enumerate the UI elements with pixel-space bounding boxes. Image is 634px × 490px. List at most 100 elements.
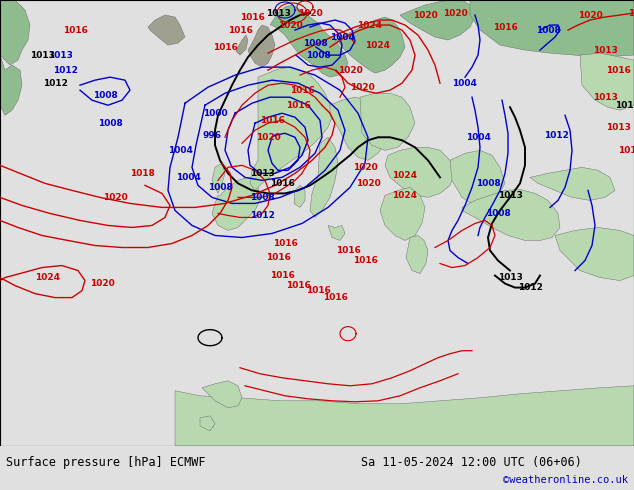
Text: 1016: 1016 xyxy=(259,116,285,125)
Text: 1016: 1016 xyxy=(618,146,634,155)
Text: 1013: 1013 xyxy=(48,50,72,60)
Text: 1000: 1000 xyxy=(203,109,228,118)
Text: 1016: 1016 xyxy=(63,25,87,35)
Text: 1008: 1008 xyxy=(306,50,330,60)
Text: ©weatheronline.co.uk: ©weatheronline.co.uk xyxy=(503,475,628,485)
Text: 1020: 1020 xyxy=(356,179,380,188)
Text: 1004: 1004 xyxy=(176,173,200,182)
Text: 1016: 1016 xyxy=(285,281,311,290)
Text: 1008: 1008 xyxy=(250,193,275,202)
Text: 1020: 1020 xyxy=(297,8,322,18)
Text: 1008: 1008 xyxy=(207,183,233,192)
Text: 1013: 1013 xyxy=(250,169,275,178)
Text: 1013: 1013 xyxy=(266,8,290,18)
Text: 1013: 1013 xyxy=(605,123,630,132)
Text: 1016: 1016 xyxy=(269,179,294,188)
Polygon shape xyxy=(385,147,455,197)
Polygon shape xyxy=(200,416,215,431)
Polygon shape xyxy=(335,17,405,73)
Polygon shape xyxy=(470,0,634,57)
Text: 1013: 1013 xyxy=(498,273,522,282)
Text: 1008: 1008 xyxy=(486,209,510,218)
Text: 1008: 1008 xyxy=(98,119,122,128)
Text: 101: 101 xyxy=(616,101,634,110)
Text: 1016: 1016 xyxy=(212,43,238,51)
Text: 1008: 1008 xyxy=(93,91,117,99)
Text: 1020: 1020 xyxy=(349,83,374,92)
Text: 1008: 1008 xyxy=(302,39,327,48)
Polygon shape xyxy=(555,227,634,281)
Text: 1020: 1020 xyxy=(353,163,377,172)
Text: 1020: 1020 xyxy=(578,10,602,20)
Polygon shape xyxy=(212,177,260,230)
Text: 1008: 1008 xyxy=(536,25,560,35)
Text: 1016: 1016 xyxy=(273,239,297,248)
Text: 1024: 1024 xyxy=(36,273,60,282)
Text: 1020: 1020 xyxy=(338,66,363,74)
Text: 1016: 1016 xyxy=(605,66,630,74)
Text: 1004: 1004 xyxy=(465,133,491,142)
Text: 1024: 1024 xyxy=(392,171,418,180)
Polygon shape xyxy=(212,163,225,194)
Polygon shape xyxy=(0,55,22,115)
Polygon shape xyxy=(328,225,345,241)
Polygon shape xyxy=(294,185,305,207)
Polygon shape xyxy=(462,189,560,241)
Polygon shape xyxy=(450,150,505,205)
Polygon shape xyxy=(236,35,248,55)
Text: 1016: 1016 xyxy=(353,256,377,265)
Text: 1004: 1004 xyxy=(167,146,193,155)
Text: 1012: 1012 xyxy=(42,79,67,88)
Polygon shape xyxy=(330,97,388,160)
Text: 1004: 1004 xyxy=(451,79,476,88)
Polygon shape xyxy=(148,15,185,45)
Polygon shape xyxy=(380,187,425,241)
Text: 1012: 1012 xyxy=(543,131,569,140)
Text: 1016: 1016 xyxy=(306,286,330,295)
Text: 1: 1 xyxy=(628,8,634,18)
Text: 1013: 1013 xyxy=(593,93,618,102)
Text: 1012: 1012 xyxy=(517,283,543,292)
Text: 1018: 1018 xyxy=(129,169,155,178)
Text: 1020: 1020 xyxy=(256,133,280,142)
Text: 1012: 1012 xyxy=(53,66,77,74)
Polygon shape xyxy=(406,236,428,273)
Text: 1016: 1016 xyxy=(290,86,314,95)
Text: 1013: 1013 xyxy=(30,50,55,60)
Text: 1020: 1020 xyxy=(89,279,114,288)
Text: 1020: 1020 xyxy=(278,21,302,29)
Polygon shape xyxy=(175,386,634,446)
Polygon shape xyxy=(0,0,30,65)
Text: 1008: 1008 xyxy=(476,179,500,188)
Text: 1013: 1013 xyxy=(593,46,618,54)
Text: 996: 996 xyxy=(202,131,221,140)
Polygon shape xyxy=(250,67,332,191)
Polygon shape xyxy=(360,93,415,150)
Polygon shape xyxy=(270,5,348,77)
Text: 1004: 1004 xyxy=(330,32,354,42)
Text: 1024: 1024 xyxy=(392,191,418,200)
Text: 1016: 1016 xyxy=(493,23,517,31)
Text: 1016: 1016 xyxy=(269,271,294,280)
Text: 1020: 1020 xyxy=(103,193,127,202)
Text: 1024: 1024 xyxy=(358,21,382,29)
Polygon shape xyxy=(248,25,275,67)
Text: 1024: 1024 xyxy=(365,41,391,49)
Text: 1013: 1013 xyxy=(498,191,522,200)
Text: 1012: 1012 xyxy=(250,211,275,220)
Text: 1020: 1020 xyxy=(443,8,467,18)
Polygon shape xyxy=(310,137,338,218)
Polygon shape xyxy=(202,381,242,408)
Text: 1016: 1016 xyxy=(228,25,252,35)
Polygon shape xyxy=(580,53,634,110)
Text: 1016: 1016 xyxy=(240,13,264,22)
Text: 1016: 1016 xyxy=(266,253,290,262)
Text: 1016: 1016 xyxy=(323,293,347,302)
Text: 1016: 1016 xyxy=(285,101,311,110)
Polygon shape xyxy=(400,0,475,40)
Polygon shape xyxy=(530,168,615,200)
Text: Sa 11-05-2024 12:00 UTC (06+06): Sa 11-05-2024 12:00 UTC (06+06) xyxy=(361,456,582,469)
Text: 1016: 1016 xyxy=(335,246,361,255)
Text: 1020: 1020 xyxy=(413,10,437,20)
Text: Surface pressure [hPa] ECMWF: Surface pressure [hPa] ECMWF xyxy=(6,456,206,469)
